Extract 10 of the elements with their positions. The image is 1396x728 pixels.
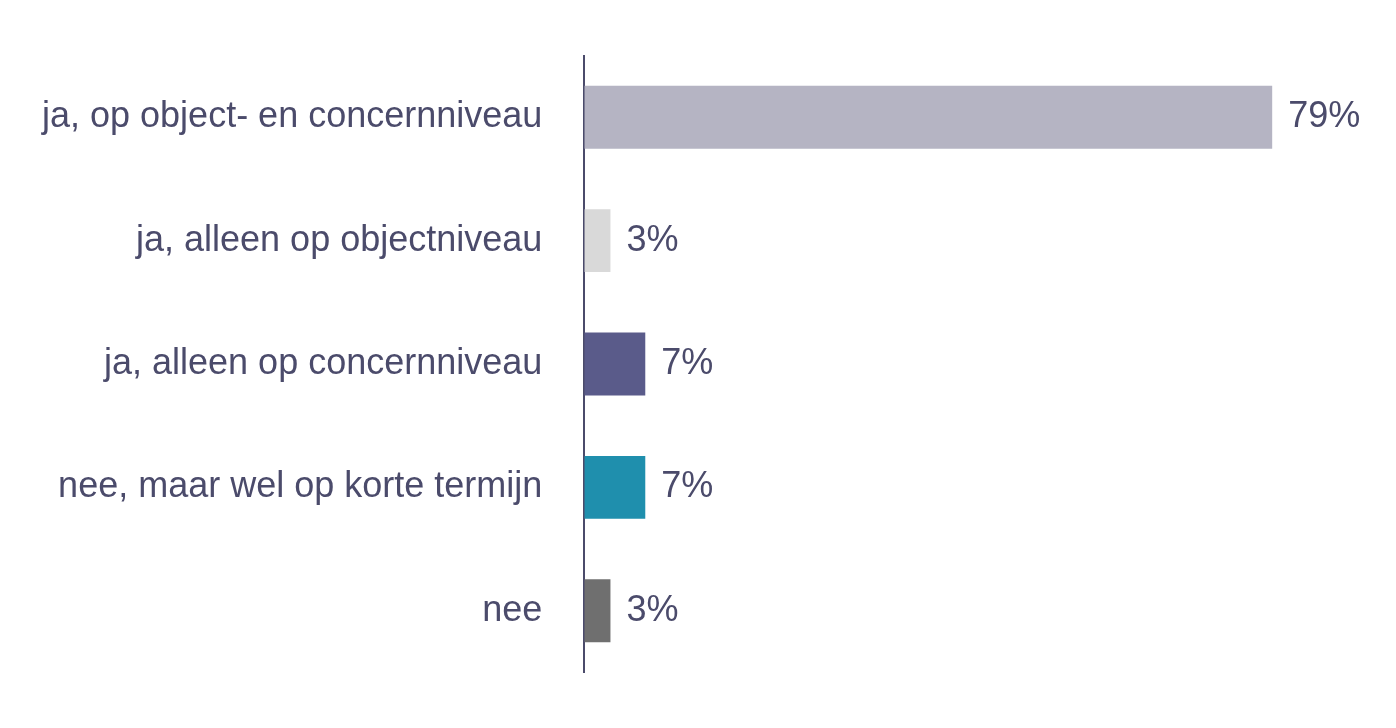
data-label: 3% [626, 587, 679, 629]
y-tick-label: ja, alleen op concernniveau [103, 340, 543, 382]
y-tick-label: ja, alleen op objectniveau [135, 217, 543, 259]
data-label: 3% [626, 217, 679, 259]
data-label: 79% [1288, 94, 1361, 136]
y-tick-label: nee [482, 587, 543, 629]
data-label: 7% [661, 464, 714, 506]
y-tick-label: ja, op object- en concernniveau [41, 94, 543, 136]
y-tick-label: nee, maar wel op korte termijn [58, 464, 543, 506]
data-label: 7% [661, 340, 714, 382]
